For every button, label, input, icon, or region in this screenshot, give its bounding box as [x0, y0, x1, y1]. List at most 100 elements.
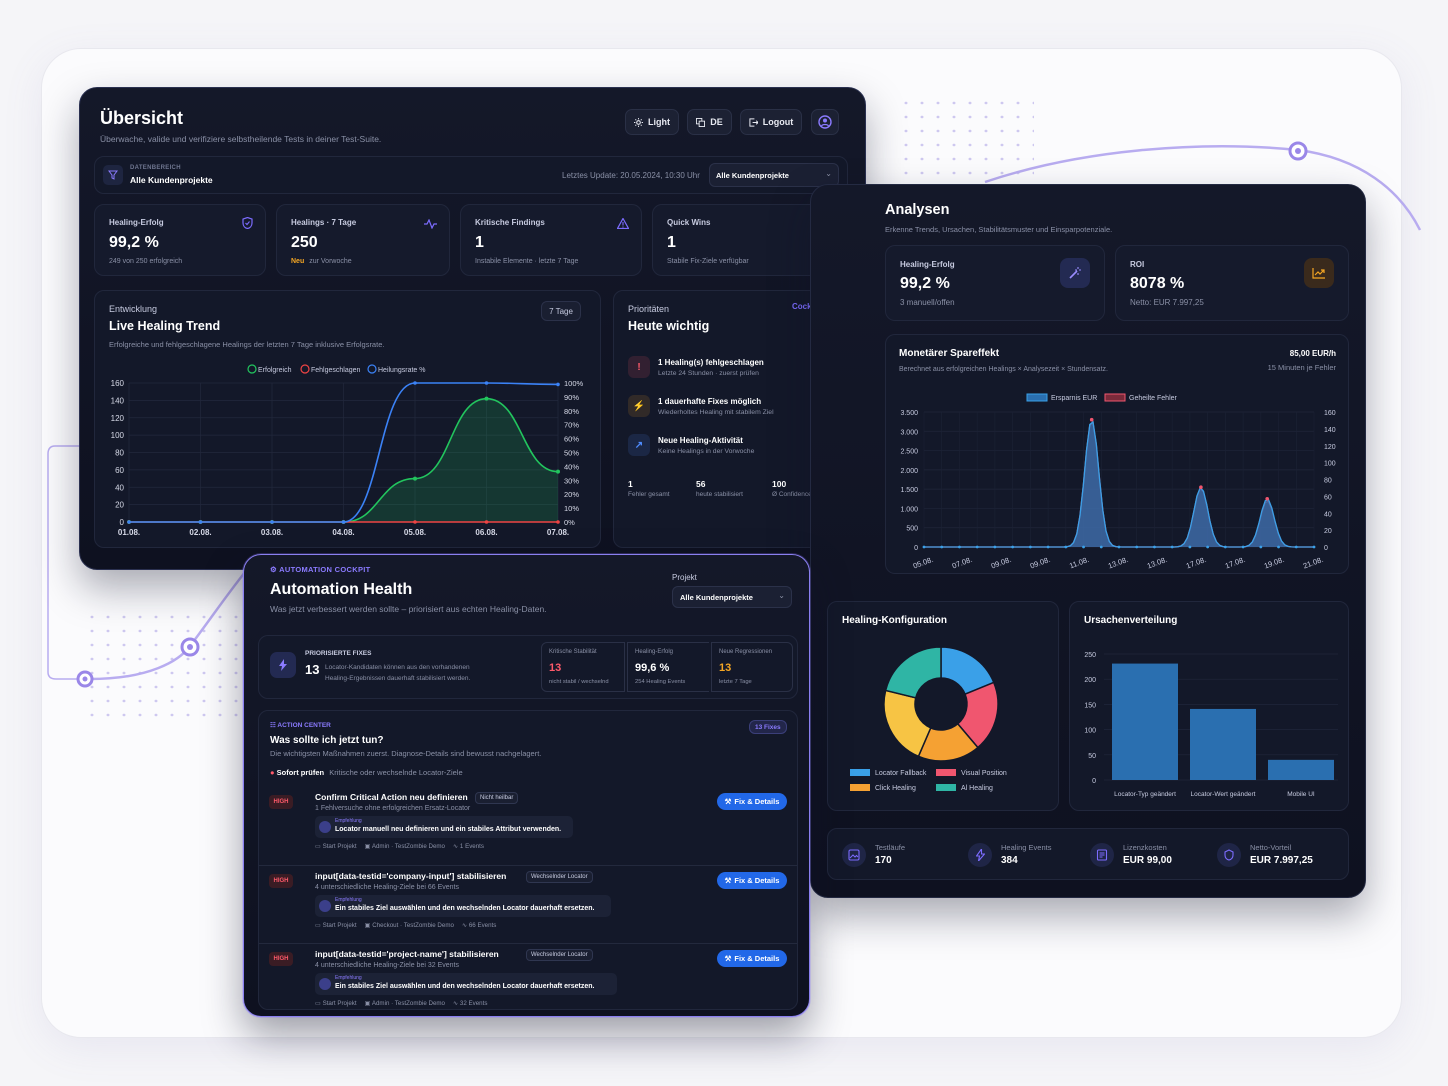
data-point	[1294, 545, 1298, 549]
x-tick-label: 13.08.	[1146, 555, 1169, 571]
bar	[1268, 759, 1334, 780]
fixes-desc-2: Healing-Ergebnissen dauerhaft stabilisie…	[325, 675, 471, 682]
bar	[1190, 708, 1256, 780]
data-point	[484, 520, 489, 524]
automation-title: Automation Health	[270, 581, 413, 598]
analysen-kpi-card: Healing-Erfolg 99,2 % 3 manuell/offen	[885, 245, 1105, 321]
x-tick-label: 17.08.	[1185, 555, 1208, 571]
y2-tick-label: 40	[1324, 511, 1332, 518]
logout-button[interactable]: Logout	[740, 109, 802, 135]
x-tick-label: 01.08.	[118, 528, 140, 537]
project-select[interactable]: Alle Kundenprojekte ⌄	[709, 163, 839, 187]
recommendation-box: Empfehlung Ein stabiles Ziel auswählen un…	[315, 973, 617, 995]
folder-icon: ▭	[315, 1000, 323, 1007]
kpi-sub: Netto: EUR 7.997,25	[1130, 298, 1204, 307]
fix-details-button[interactable]: ⚒ Fix & Details	[717, 950, 787, 967]
fixes-count: 13	[305, 662, 320, 677]
data-point	[341, 520, 346, 524]
recommendation-label: Empfehlung	[335, 975, 362, 981]
legend-swatch	[300, 364, 310, 374]
theme-light-button[interactable]: Light	[625, 109, 679, 135]
folder-icon: ▭	[315, 843, 323, 850]
y-tick-label: 0	[120, 518, 125, 527]
action-center-card: ☷ ACTION CENTER 13 Fixes Was sollte ich …	[258, 710, 798, 1010]
data-point	[413, 476, 417, 481]
y2-tick-label: 50%	[564, 449, 579, 458]
automation-project-select[interactable]: Alle Kundenprojekte ⌄	[672, 586, 792, 608]
translate-icon	[696, 117, 706, 127]
priorities-title: Heute wichtig	[628, 319, 710, 333]
hourly-rate: 85,00 EUR/h	[1289, 349, 1336, 358]
priority-sub: Letzte 24 Stunden · zuerst prüfen	[658, 370, 759, 377]
y2-tick-label: 80	[1324, 478, 1332, 485]
calendar-icon: ▣	[364, 922, 373, 929]
kpi-card: Healing-Erfolg 99,2 % 249 von 250 erfolgre…	[94, 204, 266, 276]
priorities-card: Prioritäten Heute wichtig Cockpit → !1 H…	[613, 290, 848, 548]
error-icon: !	[628, 356, 650, 378]
y-tick-label: 1.500	[900, 487, 918, 494]
logout-icon	[749, 117, 758, 127]
kpi-value: 250	[291, 234, 318, 251]
activity-icon: ↗	[628, 434, 650, 456]
data-point	[1259, 545, 1263, 549]
priority-item[interactable]: ↗ Neue Healing-Aktivität Keine Healings in…	[624, 429, 838, 461]
recommendation-text: Ein stabiles Ziel auswählen und den wech…	[335, 983, 595, 990]
peak-point	[1199, 485, 1203, 490]
sun-icon	[634, 117, 643, 127]
action-item-tag: Wechselnder Locator	[526, 949, 593, 961]
priority-item[interactable]: ⚡ 1 dauerhafte Fixes möglich Wiederholtes …	[624, 390, 838, 422]
kpi-label: Healing-Erfolg	[109, 218, 164, 227]
fixes-desc-1: Locator-Kandidaten können aus den vorhan…	[325, 664, 470, 671]
data-point	[993, 545, 997, 549]
savings-card: Monetärer Spareffekt Berechnet aus erfol…	[885, 334, 1349, 574]
fix-details-button[interactable]: ⚒ Fix & Details	[717, 872, 787, 889]
fix-details-button[interactable]: ⚒ Fix & Details	[717, 793, 787, 810]
legend-label: Click Healing	[875, 785, 916, 792]
kpi-sub: 249 von 250 erfolgreich	[109, 258, 183, 265]
savings-chart: Ersparnis EUR Geheilte Fehler 0 500 1.000 1.5…	[900, 393, 1336, 571]
trend-range-button[interactable]: 7 Tage	[541, 301, 581, 321]
y-tick-label: 20	[115, 501, 124, 510]
mini-stat-value: 13	[549, 662, 562, 674]
kpi-sub: Instabile Elemente · letzte 7 Tage	[475, 258, 579, 265]
data-point	[922, 545, 926, 549]
causes-card: Ursachenverteilung 0 50 100 150 200 250 Locato…	[1069, 601, 1349, 811]
automation-window: ⚙ AUTOMATION COCKPIT Automation Health W…	[243, 554, 810, 1017]
data-point	[1170, 545, 1174, 549]
page-title: Übersicht	[100, 108, 184, 128]
kpi-sub: Neu zur Vorwoche	[291, 258, 352, 265]
kpi-label: Healings · 7 Tage	[291, 218, 357, 227]
language-button[interactable]: DE	[687, 109, 732, 135]
priority-item[interactable]: ! 1 Healing(s) fehlgeschlagen Letzte 24 St…	[624, 351, 838, 383]
config-card: Healing-Konfiguration Locator Fallback Vi…	[827, 601, 1059, 811]
x-tick-label: 09.08.	[1029, 555, 1052, 571]
y2-tick-label: 80%	[564, 407, 579, 416]
legend-swatch	[247, 364, 257, 374]
y2-tick-label: 140	[1324, 427, 1336, 434]
x-tick-label: Locator-Wert geändert	[1191, 791, 1256, 798]
mini-stat-label: Kritische Stabilität	[549, 649, 597, 655]
user-avatar-button[interactable]	[811, 109, 839, 135]
wrench-icon: ⚒	[724, 954, 732, 963]
data-point	[484, 396, 489, 401]
data-point	[1277, 545, 1280, 549]
mini-stat-value: 99,6 %	[635, 662, 670, 674]
legend-swatch	[936, 769, 956, 776]
y2-tick-label: 120	[1324, 444, 1336, 451]
recommendation-text: Locator manuell neu definieren und ein s…	[335, 826, 562, 833]
action-item-meta: ▭ Start Projekt ▣ Checkout · TestZombie D…	[315, 922, 497, 929]
y-tick-label: 3.000	[900, 429, 918, 436]
data-point	[1206, 545, 1210, 549]
legend-label: Heilungsrate %	[378, 367, 425, 374]
y2-tick-label: 0	[1324, 545, 1328, 552]
pulse-icon: ∿	[461, 922, 469, 929]
mini-stat-label: Neue Regressionen	[719, 649, 773, 655]
priority-title: 1 dauerhafte Fixes möglich	[658, 397, 762, 406]
footer-value: EUR 99,00	[1123, 855, 1172, 866]
check-now-row: ● Sofort prüfen Kritische oder wechselnd…	[270, 768, 463, 777]
summary-footer: Testläufe 170 Healing Events 384 Lizenzkoste…	[827, 828, 1349, 880]
x-tick-label: 05.08.	[912, 555, 935, 571]
data-point	[556, 520, 560, 524]
legend-swatch	[936, 784, 956, 791]
shield-icon	[242, 216, 253, 234]
